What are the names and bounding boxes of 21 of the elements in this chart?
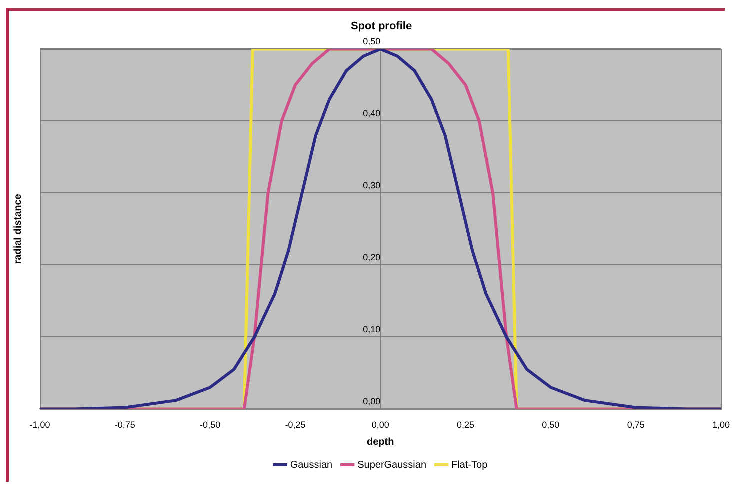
chart-title: Spot profile bbox=[350, 20, 412, 33]
y-tick-label: 0,30 bbox=[363, 180, 381, 191]
x-tick-label: -0,25 bbox=[285, 420, 306, 430]
y-tick-label: 0,20 bbox=[363, 252, 381, 263]
legend-label: Flat-Top bbox=[452, 460, 488, 471]
x-tick-label: -0,50 bbox=[200, 420, 221, 430]
x-tick-label: 1,00 bbox=[712, 420, 730, 430]
x-axis-title: depth bbox=[367, 436, 394, 448]
legend-label: SuperGaussian bbox=[358, 460, 427, 471]
y-tick-label: 0,40 bbox=[363, 108, 381, 119]
x-tick-label: -1,00 bbox=[30, 420, 50, 430]
y-tick-label: 0,50 bbox=[363, 36, 381, 47]
x-tick-label: 0,75 bbox=[627, 420, 645, 430]
legend-label: Gaussian bbox=[290, 460, 333, 471]
y-tick-label: 0,10 bbox=[363, 324, 381, 335]
x-tick-label: 0,25 bbox=[457, 420, 475, 430]
x-tick-label: 0,50 bbox=[542, 420, 560, 430]
x-tick-label: -0,75 bbox=[114, 420, 136, 430]
y-tick-label: 0,00 bbox=[363, 396, 381, 407]
y-axis-title: radial distance bbox=[12, 194, 24, 264]
x-tick-label: 0,00 bbox=[372, 420, 390, 430]
